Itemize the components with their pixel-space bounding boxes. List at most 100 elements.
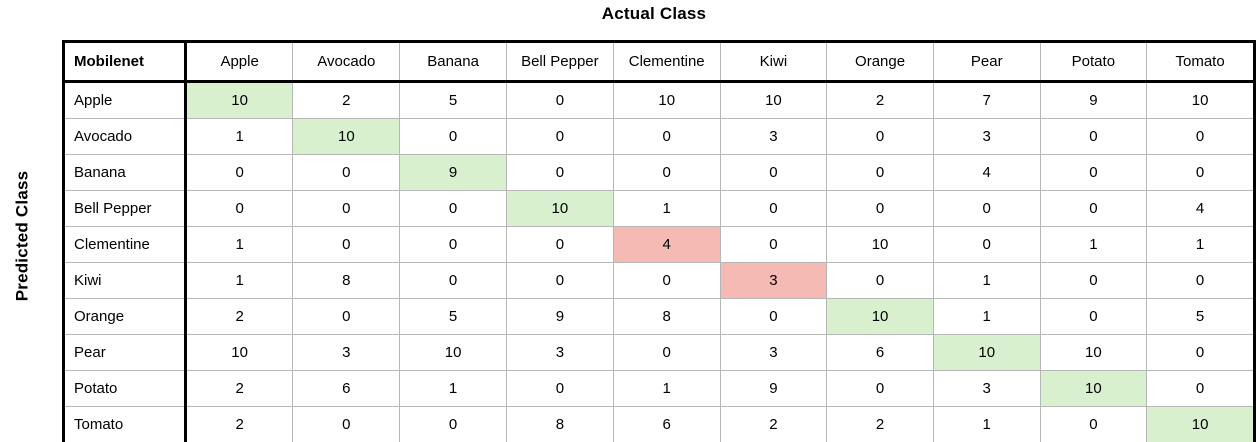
cell-potato-kiwi: 9	[719, 370, 828, 407]
cell-banana-avocado: 0	[292, 154, 401, 191]
cell-orange-banana: 5	[399, 298, 507, 335]
column-header-apple: Apple	[184, 41, 294, 83]
cell-pear-orange: 6	[826, 334, 934, 371]
cell-tomato-kiwi: 2	[719, 406, 828, 442]
cell-clementine-bell-pepper: 0	[505, 226, 614, 263]
row-header-orange: Orange	[63, 298, 187, 335]
table-row-clementine: Clementine 1 0 0 0 4 0 10 0 1 1	[63, 226, 1255, 263]
cell-apple-avocado: 2	[292, 81, 401, 119]
cell-banana-banana: 9	[399, 154, 507, 191]
cell-banana-bell-pepper: 0	[505, 154, 614, 191]
cell-avocado-clementine: 0	[612, 118, 721, 155]
cell-bell-pepper-potato: 0	[1039, 190, 1148, 227]
cell-apple-clementine: 10	[612, 81, 721, 119]
row-header-pear: Pear	[63, 334, 187, 371]
cell-kiwi-orange: 0	[826, 262, 934, 299]
cell-tomato-clementine: 6	[612, 406, 721, 442]
column-header-orange: Orange	[826, 41, 934, 83]
cell-potato-tomato: 0	[1146, 370, 1255, 407]
matrix-body: Apple 10 2 5 0 10 10 2 7 9 10 Avocado 1 10 0 0 0 3 0 3 0 0 Ban…	[63, 81, 1255, 442]
cell-banana-pear: 4	[932, 154, 1041, 191]
column-header-banana: Banana	[399, 41, 507, 83]
row-header-kiwi: Kiwi	[63, 262, 187, 299]
column-header-clementine: Clementine	[612, 41, 721, 83]
column-header-bell-pepper: Bell Pepper	[505, 41, 614, 83]
cell-orange-orange: 10	[826, 298, 934, 335]
cell-bell-pepper-apple: 0	[184, 190, 294, 227]
predicted-class-axis-title-text: Predicted Class	[12, 170, 31, 302]
column-header-pear: Pear	[932, 41, 1041, 83]
cell-orange-tomato: 5	[1146, 298, 1255, 335]
cell-avocado-orange: 0	[826, 118, 934, 155]
actual-class-axis-title: Actual Class	[601, 4, 707, 23]
cell-orange-bell-pepper: 9	[505, 298, 614, 335]
cell-potato-apple: 2	[184, 370, 294, 407]
table-row-apple: Apple 10 2 5 0 10 10 2 7 9 10	[63, 81, 1255, 119]
cell-orange-kiwi: 0	[719, 298, 828, 335]
header-row: Mobilenet Apple Avocado Banana Bell Pepper C…	[63, 41, 1255, 83]
row-header-clementine: Clementine	[63, 226, 187, 263]
cell-pear-avocado: 3	[292, 334, 401, 371]
column-header-tomato: Tomato	[1146, 41, 1255, 83]
cell-pear-pear: 10	[932, 334, 1041, 371]
cell-avocado-potato: 0	[1039, 118, 1148, 155]
cell-kiwi-bell-pepper: 0	[505, 262, 614, 299]
cell-apple-apple: 10	[184, 81, 294, 119]
row-header-potato: Potato	[63, 370, 187, 407]
cell-clementine-kiwi: 0	[719, 226, 828, 263]
row-header-banana: Banana	[63, 154, 187, 191]
cell-bell-pepper-avocado: 0	[292, 190, 401, 227]
cell-tomato-bell-pepper: 8	[505, 406, 614, 442]
cell-bell-pepper-orange: 0	[826, 190, 934, 227]
cell-banana-orange: 0	[826, 154, 934, 191]
cell-clementine-orange: 10	[826, 226, 934, 263]
cell-pear-apple: 10	[184, 334, 294, 371]
cell-avocado-avocado: 10	[292, 118, 401, 155]
cell-banana-kiwi: 0	[719, 154, 828, 191]
cell-pear-bell-pepper: 3	[505, 334, 614, 371]
row-header-avocado: Avocado	[63, 118, 187, 155]
cell-avocado-banana: 0	[399, 118, 507, 155]
column-header-avocado: Avocado	[292, 41, 401, 83]
cell-pear-tomato: 0	[1146, 334, 1255, 371]
cell-clementine-avocado: 0	[292, 226, 401, 263]
cell-potato-pear: 3	[932, 370, 1041, 407]
cell-apple-bell-pepper: 0	[505, 81, 614, 119]
cell-orange-potato: 0	[1039, 298, 1148, 335]
cell-avocado-tomato: 0	[1146, 118, 1255, 155]
row-header-bell-pepper: Bell Pepper	[63, 190, 187, 227]
cell-tomato-avocado: 0	[292, 406, 401, 442]
cell-clementine-clementine: 4	[612, 226, 721, 263]
cell-avocado-apple: 1	[184, 118, 294, 155]
column-header-potato: Potato	[1039, 41, 1148, 83]
cell-orange-pear: 1	[932, 298, 1041, 335]
table-row-banana: Banana 0 0 9 0 0 0 0 4 0 0	[63, 154, 1255, 191]
cell-avocado-bell-pepper: 0	[505, 118, 614, 155]
cell-apple-potato: 9	[1039, 81, 1148, 119]
cell-pear-kiwi: 3	[719, 334, 828, 371]
cell-potato-banana: 1	[399, 370, 507, 407]
cell-potato-bell-pepper: 0	[505, 370, 614, 407]
cell-kiwi-avocado: 8	[292, 262, 401, 299]
cell-tomato-tomato: 10	[1146, 406, 1255, 442]
predicted-class-axis-title: Predicted Class	[0, 40, 44, 432]
cell-apple-kiwi: 10	[719, 81, 828, 119]
cell-banana-apple: 0	[184, 154, 294, 191]
cell-apple-tomato: 10	[1146, 81, 1255, 119]
cell-avocado-pear: 3	[932, 118, 1041, 155]
cell-tomato-orange: 2	[826, 406, 934, 442]
confusion-matrix-table: Mobilenet Apple Avocado Banana Bell Pepper C…	[62, 40, 1256, 442]
cell-clementine-pear: 0	[932, 226, 1041, 263]
cell-kiwi-pear: 1	[932, 262, 1041, 299]
cell-kiwi-clementine: 0	[612, 262, 721, 299]
cell-kiwi-potato: 0	[1039, 262, 1148, 299]
cell-apple-banana: 5	[399, 81, 507, 119]
cell-clementine-tomato: 1	[1146, 226, 1255, 263]
cell-banana-clementine: 0	[612, 154, 721, 191]
cell-kiwi-apple: 1	[184, 262, 294, 299]
table-row-kiwi: Kiwi 1 8 0 0 0 3 0 1 0 0	[63, 262, 1255, 299]
cell-potato-orange: 0	[826, 370, 934, 407]
cell-apple-orange: 2	[826, 81, 934, 119]
cell-tomato-banana: 0	[399, 406, 507, 442]
